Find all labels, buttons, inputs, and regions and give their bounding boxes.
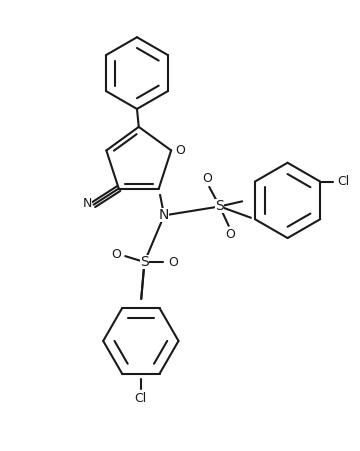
Text: O: O: [226, 228, 235, 240]
Text: N: N: [82, 197, 92, 210]
Text: O: O: [111, 249, 121, 262]
Text: S: S: [140, 255, 149, 269]
Text: O: O: [168, 256, 178, 268]
Text: O: O: [175, 144, 185, 157]
Text: Cl: Cl: [135, 392, 147, 405]
Text: S: S: [215, 199, 224, 213]
Text: N: N: [159, 208, 169, 222]
Text: O: O: [202, 172, 212, 185]
Text: Cl: Cl: [337, 175, 350, 188]
